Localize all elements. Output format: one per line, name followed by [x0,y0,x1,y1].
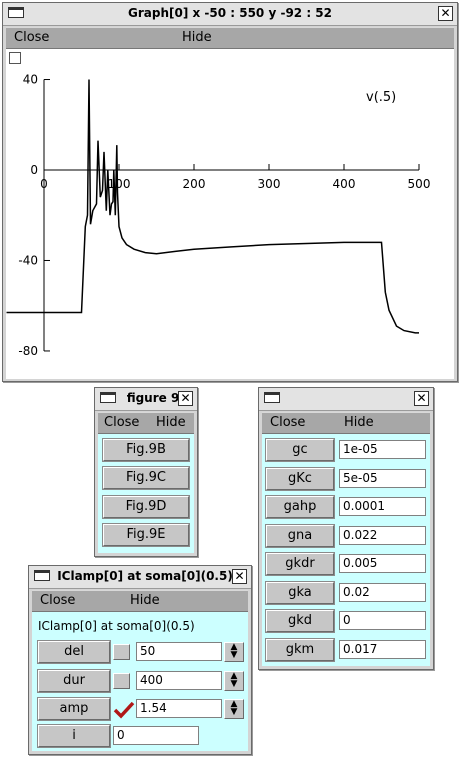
x-tick-label: 400 [333,177,356,191]
y-tick-label: -80 [18,344,38,358]
param-field-gka[interactable]: 0.02 [339,582,426,602]
iclamp-title: IClamp[0] at soma[0](0.5) [57,569,233,583]
fig9d-button[interactable]: Fig.9D [102,495,190,519]
amp-button[interactable]: amp [37,697,111,721]
iclamp-hide-menu[interactable]: Hide [130,593,160,608]
graph-titlebar[interactable]: Graph[0] x -50 : 550 y -92 : 52 ✕ [3,3,457,26]
dur-spinner[interactable]: ▲ ▼ [224,670,244,691]
figure9-hide-menu[interactable]: Hide [156,415,186,430]
del-spinner[interactable]: ▲ ▼ [224,642,244,662]
figure9-window: figure 9 ✕ Close Hide Fig.9B Fig.9C Fig.… [94,387,198,557]
figure9-title: figure 9 [126,391,180,405]
amp-value-field[interactable]: 1.54 [136,699,222,718]
param-field-gkd[interactable]: 0 [339,611,426,630]
x-tick-label: 300 [258,177,281,191]
iclamp-close-menu[interactable]: Close [40,593,76,608]
dur-button[interactable]: dur [37,668,111,693]
del-checkbox[interactable] [113,644,130,660]
close-icon[interactable]: ✕ [178,391,193,406]
y-tick-label: 40 [23,73,38,87]
graph-window: Graph[0] x -50 : 550 y -92 : 52 ✕ Close … [2,2,458,382]
window-menu-icon[interactable] [8,7,24,18]
param-field-gkm[interactable]: 0.017 [339,639,426,659]
iclamp-menubar: Close Hide [32,590,248,612]
close-icon[interactable]: ✕ [414,391,429,406]
del-value-field[interactable]: 50 [136,642,222,661]
close-icon[interactable]: ✕ [438,6,453,21]
param-button-gka[interactable]: gka [265,580,335,605]
graph-canvas[interactable]: 0 100 200 300 400 500 40 0 -40 -80 v(.5) [6,49,454,379]
window-menu-icon[interactable] [100,392,116,403]
check-mark-icon [113,701,135,719]
x-tick-label: 0 [40,177,48,191]
y-tick-label: -40 [18,253,38,267]
param-button-gkd[interactable]: gkd [265,609,335,633]
graph-hide-menu[interactable]: Hide [182,30,212,45]
fig9c-button[interactable]: Fig.9C [102,466,190,490]
param-button-gna[interactable]: gna [265,523,335,548]
i-button[interactable]: i [37,724,111,748]
graph-title: Graph[0] x -50 : 550 y -92 : 52 [127,6,332,20]
series-label: v(.5) [366,90,396,105]
graph-close-menu[interactable]: Close [14,30,50,45]
window-menu-icon[interactable] [34,570,50,581]
fig9b-button[interactable]: Fig.9B [102,438,190,462]
params-menubar: Close Hide [262,412,430,434]
y-tick-label: 0 [30,163,38,177]
iclamp-panel: IClamp[0] at soma[0](0.5) del 50 ▲ ▼ dur 400 ▲… [32,612,248,751]
params-hide-menu[interactable]: Hide [344,415,374,430]
graph-checkbox[interactable] [9,52,21,64]
figure9-menubar: Close Hide [98,412,194,434]
i-value-field[interactable]: 0 [113,726,199,745]
param-field-gc[interactable]: 1e-05 [339,440,426,459]
iclamp-heading: IClamp[0] at soma[0](0.5) [38,619,195,633]
amp-checkbox[interactable] [113,701,135,719]
param-field-gKc[interactable]: 5e-05 [339,468,426,488]
param-button-gkm[interactable]: gkm [265,637,335,662]
param-button-gahp[interactable]: gahp [265,495,335,519]
params-window: ✕ Close Hide gc 1e-05 gKc 5e-05 gahp 0.0001 gn… [258,387,434,670]
param-button-gc[interactable]: gc [265,438,335,462]
figure9-panel: Fig.9B Fig.9C Fig.9D Fig.9E [98,434,194,553]
figure9-titlebar[interactable]: figure 9 ✕ [95,388,197,411]
x-tick-label: 100 [108,177,131,191]
close-icon[interactable]: ✕ [232,569,247,584]
param-field-gna[interactable]: 0.022 [339,525,426,545]
dur-checkbox[interactable] [113,672,130,689]
params-panel: gc 1e-05 gKc 5e-05 gahp 0.0001 gna 0.022 gkdr 0.0… [262,434,430,666]
param-button-gkdr[interactable]: gkdr [265,552,335,576]
del-button[interactable]: del [37,640,111,664]
param-field-gahp[interactable]: 0.0001 [339,497,426,516]
x-tick-label: 200 [183,177,206,191]
param-button-gKc[interactable]: gKc [265,466,335,491]
param-field-gkdr[interactable]: 0.005 [339,554,426,573]
iclamp-titlebar[interactable]: IClamp[0] at soma[0](0.5) ✕ [29,566,251,589]
amp-spinner[interactable]: ▲ ▼ [224,699,244,719]
figure9-close-menu[interactable]: Close [104,415,140,430]
params-close-menu[interactable]: Close [270,415,306,430]
params-titlebar[interactable]: ✕ [259,388,433,411]
graph-menubar: Close Hide [6,27,454,49]
fig9e-button[interactable]: Fig.9E [102,523,190,547]
x-tick-label: 500 [408,177,431,191]
series-line-v [6,79,419,334]
iclamp-window: IClamp[0] at soma[0](0.5) ✕ Close Hide I… [28,565,252,755]
window-menu-icon[interactable] [264,392,280,403]
dur-value-field[interactable]: 400 [136,670,222,690]
